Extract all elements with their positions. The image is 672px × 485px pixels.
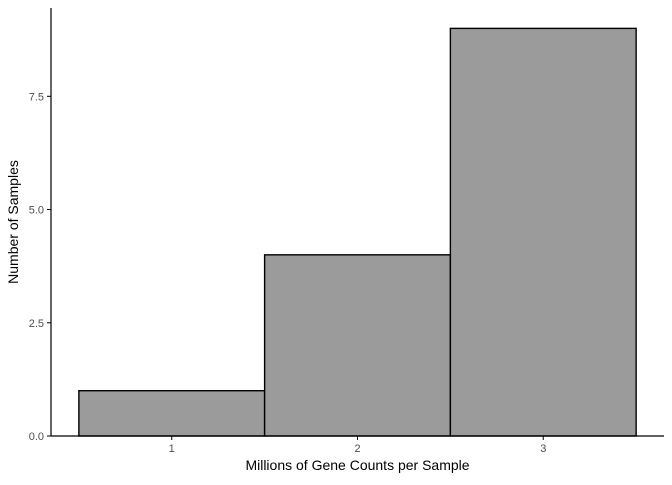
y-tick-label: 7.5 [29, 91, 44, 103]
bars-layer [78, 27, 637, 437]
x-tick-label: 2 [354, 443, 360, 455]
x-tick-label: 3 [540, 443, 546, 455]
histogram-bar [78, 390, 266, 437]
y-tick-label: 2.5 [29, 318, 44, 330]
x-tick-label: 1 [169, 443, 175, 455]
y-ticks-layer: 0.0 2.5 5.0 7.5 [29, 91, 51, 443]
y-tick-label: 0.0 [29, 431, 44, 443]
y-tick-label: 5.0 [29, 205, 44, 217]
x-axis-title: Millions of Gene Counts per Sample [245, 457, 469, 473]
histogram-bar [263, 254, 452, 437]
y-axis-title: Number of Samples [5, 160, 21, 284]
histogram-bar [449, 27, 637, 437]
x-ticks-layer: 1 2 3 [169, 436, 546, 455]
